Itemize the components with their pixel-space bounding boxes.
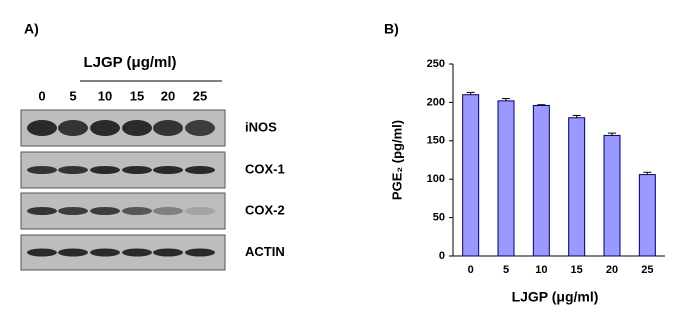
blot-label: iNOS — [245, 119, 277, 134]
y-tick-label: 250 — [427, 58, 445, 70]
y-tick-label: 50 — [433, 212, 445, 224]
band — [58, 166, 88, 174]
band — [185, 166, 215, 174]
x-axis-title: LJGP (μg/ml) — [512, 289, 599, 305]
band — [58, 120, 88, 136]
lane-label: 5 — [69, 88, 76, 103]
panel-label: B) — [384, 21, 399, 37]
y-tick-label: 150 — [427, 135, 445, 147]
bar — [568, 117, 586, 257]
blot-label: COX-1 — [245, 161, 285, 176]
band — [185, 207, 215, 215]
band — [122, 207, 152, 215]
x-tick-label: 10 — [535, 264, 547, 276]
band — [153, 248, 183, 257]
x-tick-label: 25 — [641, 264, 653, 276]
bar — [532, 104, 550, 257]
lane-label: 0 — [38, 88, 45, 103]
band — [27, 207, 57, 215]
blot-title: LJGP (μg/ml) — [83, 54, 176, 71]
x-tick-label: 15 — [571, 264, 583, 276]
bar — [603, 134, 621, 257]
band — [90, 120, 120, 136]
band — [185, 248, 215, 257]
band — [122, 166, 152, 174]
panel-label: A) — [24, 21, 39, 37]
band — [90, 248, 120, 257]
x-tick-label: 20 — [606, 264, 618, 276]
blot-label: ACTIN — [245, 244, 285, 259]
band — [153, 166, 183, 174]
y-tick-label: 100 — [427, 173, 445, 185]
bar — [638, 174, 656, 257]
band — [58, 207, 88, 215]
band — [27, 120, 57, 136]
lane-label: 20 — [161, 88, 175, 103]
band — [153, 207, 183, 215]
bar — [462, 94, 480, 257]
band — [153, 120, 183, 136]
band — [27, 166, 57, 174]
band — [58, 248, 88, 257]
y-tick-label: 0 — [439, 250, 445, 262]
band — [122, 120, 152, 136]
band — [122, 248, 152, 257]
band — [27, 248, 57, 257]
y-axis-title: PGE₂ (pg/ml) — [389, 120, 404, 200]
bar — [497, 100, 515, 257]
y-tick-label: 200 — [427, 96, 445, 108]
band — [185, 120, 215, 136]
x-tick-label: 0 — [468, 264, 474, 276]
x-tick-label: 5 — [503, 264, 509, 276]
lane-label: 25 — [193, 88, 207, 103]
blot-label: COX-2 — [245, 202, 285, 217]
plot: 0 50 100 150 200 250 0 5 10 15 20 25 — [427, 58, 665, 276]
lane-label: 10 — [98, 88, 112, 103]
band — [90, 166, 120, 174]
blots: 0 5 10 15 20 25 iNOS COX-1 COX-2 ACTIN — [20, 88, 285, 271]
band — [90, 207, 120, 215]
lane-label: 15 — [130, 88, 144, 103]
